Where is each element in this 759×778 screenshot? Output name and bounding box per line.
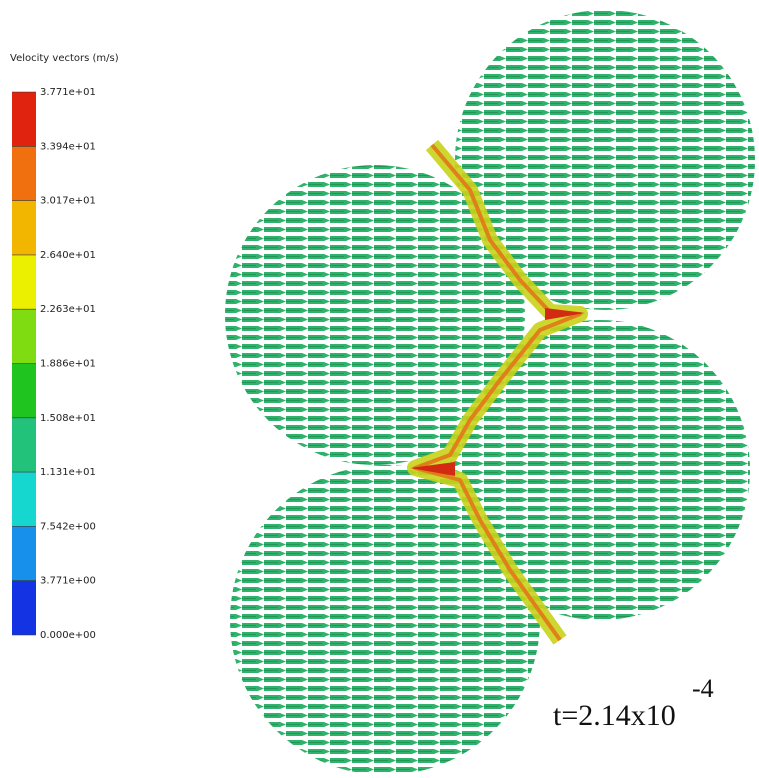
colorbar-label: 3.017e+01 <box>40 196 96 207</box>
colorbar-label: 3.771e+01 <box>40 87 96 98</box>
colorbar-label: 3.771e+00 <box>40 576 96 587</box>
time-annotation: t=2.14x10 <box>553 699 676 732</box>
vector-disc <box>230 465 540 775</box>
colorbar-segment <box>12 92 36 146</box>
colorbar-label: 3.394e+01 <box>40 141 96 152</box>
time-exponent: -4 <box>692 674 714 703</box>
colorbar-segment <box>12 472 36 526</box>
colorbar-label: 0.000e+00 <box>40 630 96 641</box>
legend-title: Velocity vectors (m/s) <box>10 53 119 64</box>
colorbar-label: 7.542e+00 <box>40 521 96 532</box>
colorbar-label: 2.640e+01 <box>40 250 96 261</box>
vector-field <box>225 10 755 775</box>
colorbar-segment <box>12 364 36 418</box>
colorbar-segment <box>12 255 36 309</box>
colorbar-label: 1.886e+01 <box>40 359 96 370</box>
colorbar-segment <box>12 581 36 635</box>
page: Velocity vectors (m/s) 3.771e+01 3.394e+0… <box>0 0 759 778</box>
colorbar-label: 1.508e+01 <box>40 413 96 424</box>
colorbar-segment <box>12 146 36 200</box>
colorbar-label: 2.263e+01 <box>40 304 96 315</box>
colorbar-segment <box>12 309 36 363</box>
colorbar-segment <box>12 418 36 472</box>
colorbar-label: 1.131e+01 <box>40 467 96 478</box>
colorbar-segment <box>12 526 36 580</box>
colorbar-segment <box>12 201 36 255</box>
